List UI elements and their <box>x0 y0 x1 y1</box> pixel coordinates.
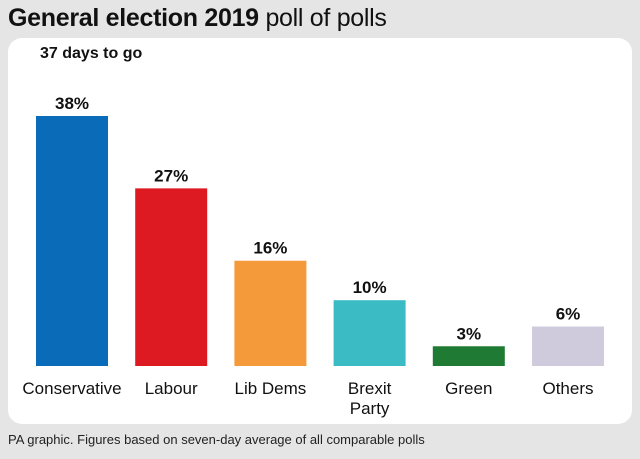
category-label: Others <box>542 379 593 398</box>
bar-lib-dems <box>234 260 307 366</box>
chart-title: General election 2019 poll of polls <box>8 4 387 33</box>
footnote: PA graphic. Figures based on seven-day a… <box>8 432 425 447</box>
category-label: Party <box>350 399 390 418</box>
bar-others <box>532 326 604 366</box>
bar-conservative <box>36 116 108 366</box>
chart-title-bold: General election 2019 <box>8 4 259 32</box>
category-label: Labour <box>145 379 198 398</box>
chart-panel <box>8 38 632 424</box>
value-label: 6% <box>556 305 581 324</box>
value-label: 38% <box>55 94 89 113</box>
value-label: 27% <box>154 166 188 185</box>
chart-subtitle: 37 days to go <box>40 45 143 62</box>
value-label: 16% <box>253 239 287 258</box>
value-label: 3% <box>457 324 482 343</box>
bar-green <box>432 346 505 366</box>
bar-labour <box>135 188 208 366</box>
category-label: Green <box>445 379 492 398</box>
category-label: Conservative <box>22 379 121 398</box>
category-label: Lib Dems <box>234 379 306 398</box>
value-label: 10% <box>353 278 387 297</box>
category-label: Brexit <box>348 379 392 398</box>
bar-brexit-party <box>333 300 406 366</box>
chart-title-light: poll of polls <box>265 4 387 32</box>
